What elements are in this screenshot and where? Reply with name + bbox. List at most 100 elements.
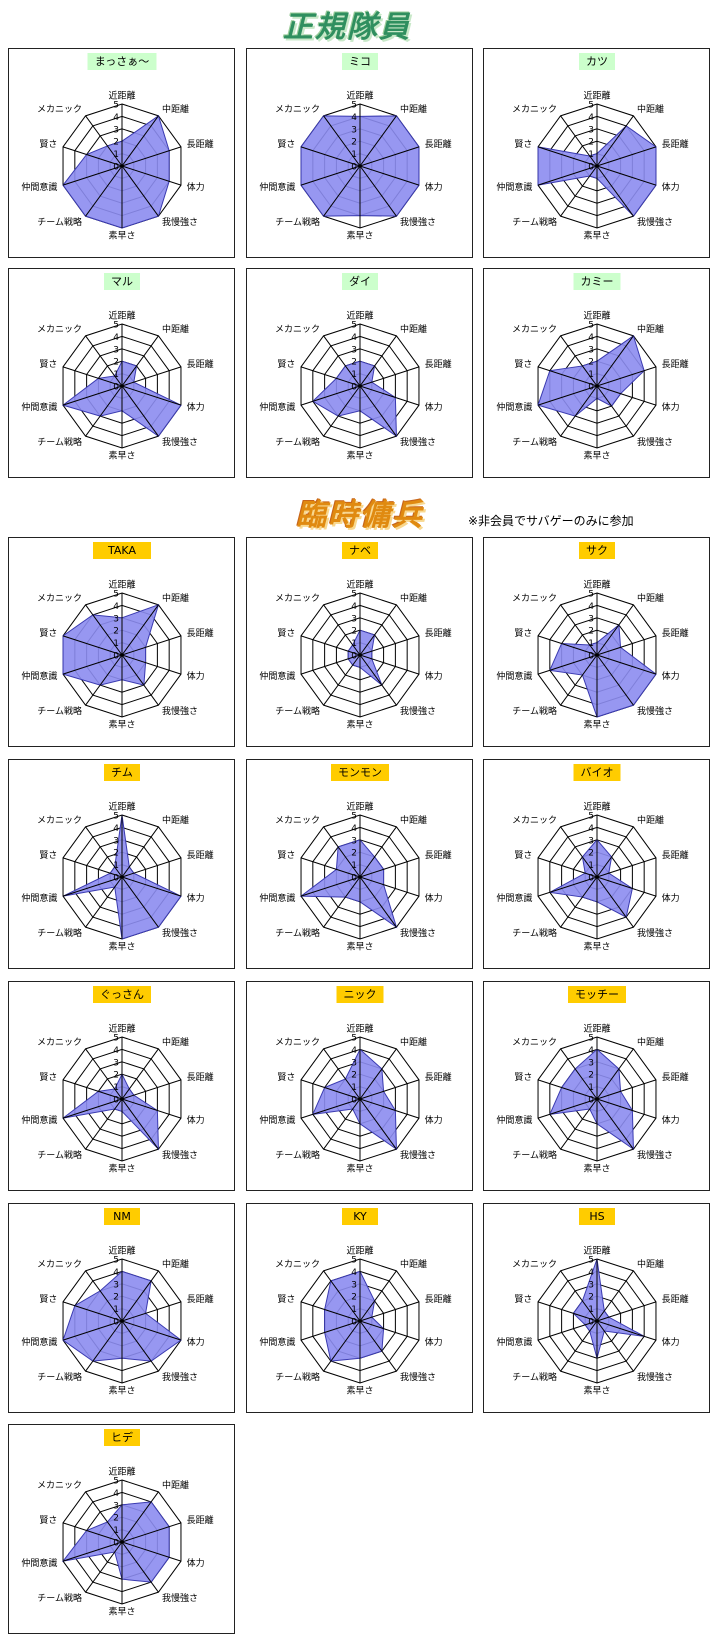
r-tick-label: 0 [351, 383, 357, 393]
r-tick-label: 0 [588, 1096, 594, 1106]
category-label: 仲間意識 [496, 1336, 532, 1348]
category-label: 素早さ [346, 719, 373, 731]
r-tick-label: 1 [351, 639, 357, 649]
category-label: 体力 [187, 1114, 205, 1126]
spoke [359, 366, 420, 387]
r-tick-label: 4 [588, 113, 594, 123]
r-tick-label: 1 [113, 861, 119, 871]
spoke [596, 165, 657, 186]
r-tick-label: 3 [113, 125, 119, 135]
spoke [596, 146, 657, 167]
chart-panel: まっさぁ～ 0 1 2 3 4 5 近距離 中距離 長距離 体力 我慢強さ 素早さ チーム戦略 仲間意識 賢さ… [8, 48, 235, 258]
category-label: チーム戦略 [37, 216, 82, 228]
chart-panel: バイオ 0 1 2 3 4 5 近距離 中距離 長距離 体力 我慢強さ 素早さ チーム戦略 仲間意識 賢さ メカ… [483, 759, 710, 969]
category-label: 長距離 [662, 358, 689, 370]
category-label: 中距離 [162, 1479, 189, 1491]
spoke [121, 1541, 159, 1593]
spoke [121, 826, 159, 878]
r-tick-label: 4 [588, 1046, 594, 1056]
r-tick-label: 2 [588, 1293, 594, 1303]
spoke [596, 165, 634, 217]
r-tick-label: 0 [113, 1096, 119, 1106]
r-tick-label: 5 [351, 1034, 357, 1044]
category-label: 賢さ [277, 850, 295, 861]
title-bg [342, 1208, 378, 1225]
category-label: 賢さ [514, 628, 532, 639]
title-bg [93, 986, 151, 1003]
spoke [596, 1301, 657, 1322]
category-label: 我慢強さ [637, 705, 673, 717]
category-label: 中距離 [637, 1258, 664, 1270]
spoke [596, 1270, 634, 1322]
chart-panel: NM 0 1 2 3 4 5 近距離 中距離 長距離 体力 我慢強さ 素早さ チーム戦略 仲間意識 賢さ メカニ… [8, 1203, 235, 1413]
title-bg [87, 53, 157, 70]
r-tick-label: 2 [113, 358, 119, 368]
r-tick-label: 3 [351, 1058, 357, 1068]
spoke [62, 654, 123, 675]
r-tick-label: 1 [588, 639, 594, 649]
spoke [121, 1098, 159, 1150]
spoke [560, 826, 598, 878]
chart-panel: ニック 0 1 2 3 4 5 近距離 中距離 長距離 体力 我慢強さ 素早さ チーム戦略 仲間意識 賢さ メカ… [246, 981, 473, 1191]
spoke [596, 654, 634, 706]
chart-title: モッチー [575, 988, 619, 1001]
category-label: 体力 [425, 1336, 443, 1348]
category-label: 近距離 [583, 801, 610, 813]
spoke [596, 604, 634, 656]
spoke [121, 1079, 182, 1100]
category-label: 賢さ [39, 1294, 57, 1305]
chart-title: サク [586, 544, 608, 557]
category-label: メカニック [512, 593, 557, 604]
category-label: 長距離 [662, 1071, 689, 1083]
r-tick-label: 5 [588, 812, 594, 822]
spoke [359, 654, 397, 706]
title-bg [93, 542, 151, 559]
title-bg [104, 1429, 140, 1446]
r-tick-label: 4 [351, 333, 357, 343]
category-label: 賢さ [39, 850, 57, 861]
category-label: 長距離 [187, 1071, 214, 1083]
category-label: 体力 [662, 670, 680, 682]
spoke [359, 165, 397, 217]
r-tick-label: 5 [113, 1034, 119, 1044]
spoke [121, 165, 182, 186]
spoke [359, 826, 397, 878]
spoke [537, 1098, 598, 1119]
category-label: メカニック [37, 1037, 82, 1048]
title-bg [342, 542, 378, 559]
category-label: 賢さ [514, 139, 532, 150]
spoke [359, 876, 397, 928]
spoke [300, 366, 361, 387]
category-label: 中距離 [637, 103, 664, 115]
category-label: 我慢強さ [637, 436, 673, 448]
title-bg [568, 986, 626, 1003]
spoke [62, 857, 123, 878]
r-tick-label: 1 [113, 370, 119, 380]
category-label: チーム戦略 [512, 216, 557, 228]
spoke [62, 1522, 123, 1543]
category-label: 中距離 [400, 592, 427, 604]
r-tick-label: 1 [351, 1305, 357, 1315]
spoke [121, 1320, 182, 1341]
spoke [85, 604, 123, 656]
category-label: 仲間意識 [496, 181, 532, 193]
category-label: 近距離 [108, 1245, 135, 1257]
spoke [85, 165, 123, 217]
category-label: 体力 [425, 892, 443, 904]
category-label: 賢さ [514, 1072, 532, 1083]
category-label: 中距離 [400, 323, 427, 335]
spoke [62, 1301, 123, 1322]
spoke [62, 876, 123, 897]
category-label: チーム戦略 [275, 216, 320, 228]
category-label: 賢さ [277, 139, 295, 150]
spoke [85, 1270, 123, 1322]
category-label: 素早さ [583, 1163, 610, 1175]
category-label: 体力 [662, 401, 680, 413]
r-tick-label: 1 [351, 861, 357, 871]
r-tick-label: 5 [351, 1256, 357, 1266]
category-label: 長距離 [425, 1293, 452, 1305]
r-tick-label: 5 [113, 321, 119, 331]
